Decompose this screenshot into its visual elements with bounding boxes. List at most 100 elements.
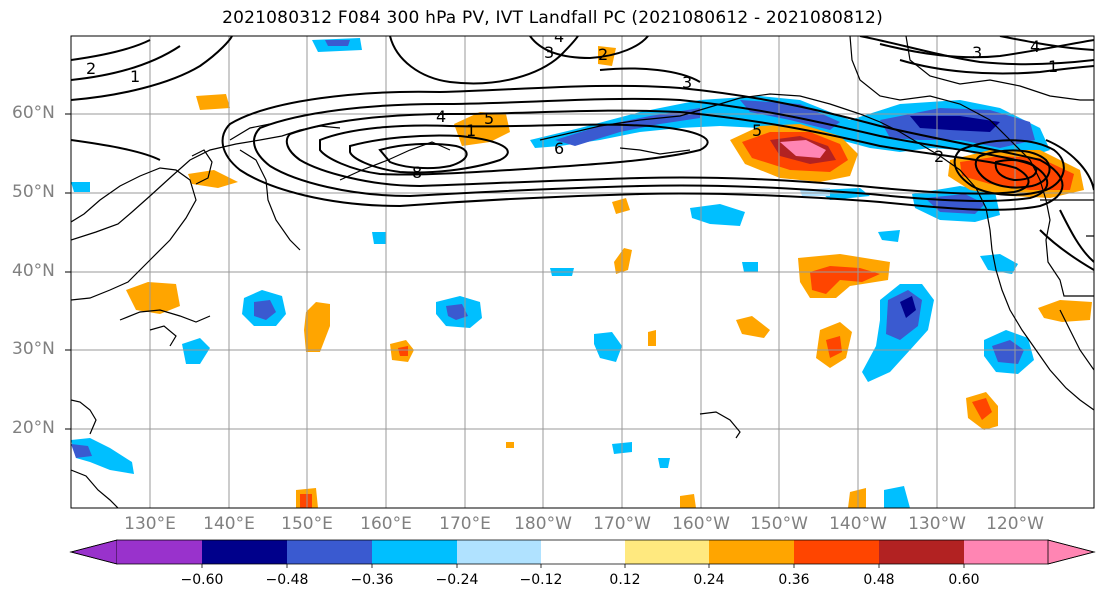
positive-anomaly-patch <box>126 282 180 314</box>
lon-label: 160°W <box>672 514 730 534</box>
colorbar <box>69 539 1096 568</box>
positive-anomaly-patch <box>810 266 880 294</box>
negative-anomaly-patch <box>594 332 622 362</box>
contour-label: 4 <box>436 107 446 126</box>
negative-anomaly-patch <box>71 444 92 458</box>
lon-label: 150°W <box>750 514 808 534</box>
contour-label: 5 <box>752 121 762 140</box>
colorbar-bin <box>457 540 541 564</box>
contour-label: 2 <box>598 45 608 64</box>
colorbar-label: 0.36 <box>778 572 810 588</box>
contour-label: 1 <box>1048 57 1058 76</box>
contour-label: 5 <box>484 109 494 128</box>
colorbar-bin <box>117 540 202 564</box>
colorbar-label: −0.12 <box>519 572 563 588</box>
negative-anomaly-patch <box>740 100 840 130</box>
negative-anomaly-patch <box>742 262 758 272</box>
negative-anomaly-patch <box>900 296 916 318</box>
negative-anomaly-patch <box>878 230 900 242</box>
negative-anomaly-patch <box>372 232 386 244</box>
positive-anomaly-patch <box>196 94 230 110</box>
colorbar-label: −0.36 <box>350 572 394 588</box>
negative-anomaly-patch <box>910 116 1000 132</box>
positive-anomaly-patch <box>398 346 408 356</box>
lat-label: 30°N <box>12 339 55 359</box>
positive-anomaly-patch <box>1038 300 1092 322</box>
colorbar-bin <box>794 540 879 564</box>
negative-anomaly-patch <box>182 338 210 364</box>
lat-lon-grid <box>71 36 1094 508</box>
contour-label: 4 <box>554 27 564 46</box>
colorbar-extend-low <box>69 539 118 565</box>
colorbar-label: −0.48 <box>265 572 309 588</box>
negative-anomaly-patch <box>325 40 350 46</box>
contour-label: 6 <box>554 139 564 158</box>
positive-anomaly-patch <box>506 442 514 448</box>
colorbar-label: −0.24 <box>435 572 479 588</box>
negative-anomaly-patch <box>254 300 276 320</box>
positive-anomaly-patch <box>454 112 510 146</box>
lon-label: 140°W <box>829 514 887 534</box>
contour-label: 2 <box>934 147 944 166</box>
colorbar-bin <box>879 540 964 564</box>
colorbar-label: 0.60 <box>948 572 980 588</box>
positive-anomaly-patch <box>648 330 656 346</box>
negative-anomaly-patch <box>980 254 1018 274</box>
positive-anomaly-patch <box>612 198 630 214</box>
colorbar-bin <box>202 540 287 564</box>
contour-label: 4 <box>1030 37 1040 56</box>
map-title: 2021080312 F084 300 hPa PV, IVT Landfall… <box>222 8 883 28</box>
colorbar-label: −0.60 <box>180 572 224 588</box>
colorbar-label: 0.12 <box>609 572 641 588</box>
anomaly-shading <box>71 38 1092 508</box>
colorbar-outline <box>69 539 1096 565</box>
lat-label: 40°N <box>12 261 55 281</box>
negative-anomaly-patch <box>992 340 1024 364</box>
colorbar-bin <box>287 540 372 564</box>
contour-label: 8 <box>412 163 422 182</box>
positive-anomaly-patch <box>188 170 238 188</box>
colorbar-label: 0.24 <box>693 572 725 588</box>
lon-label: 130°E <box>124 514 176 534</box>
colorbar-bin <box>541 540 625 564</box>
contour-label: 3 <box>682 73 692 92</box>
positive-anomaly-patch <box>972 398 992 420</box>
positive-anomaly-patch <box>780 140 826 158</box>
lon-label: 140°E <box>203 514 255 534</box>
negative-anomaly-patch <box>71 182 90 192</box>
negative-anomaly-patch <box>446 304 468 320</box>
lon-label: 160°E <box>360 514 412 534</box>
positive-anomaly-patch <box>304 302 330 352</box>
lon-label: 180°W <box>514 514 572 534</box>
lon-label: 120°W <box>986 514 1044 534</box>
positive-anomaly-patch <box>614 248 632 274</box>
positive-anomaly-patch <box>848 488 866 508</box>
colorbar-label: 0.48 <box>863 572 895 588</box>
positive-anomaly-patch <box>300 494 312 508</box>
colorbar-bin <box>372 540 457 564</box>
contour-label: 3 <box>972 43 982 62</box>
positive-anomaly-patch <box>680 494 696 508</box>
positive-anomaly-patch <box>826 336 842 358</box>
contour-label: 3 <box>544 43 554 62</box>
colorbar-bin <box>709 540 794 564</box>
lat-label: 50°N <box>12 182 55 202</box>
negative-anomaly-patch <box>884 486 910 508</box>
lon-label: 150°E <box>281 514 333 534</box>
colorbar-bin <box>625 540 709 564</box>
negative-anomaly-patch <box>658 458 670 468</box>
lon-label: 130°W <box>908 514 966 534</box>
pv-contours <box>71 36 1094 271</box>
positive-anomaly-patch <box>736 316 770 338</box>
contour-label: 1 <box>130 67 140 86</box>
contour-label: 1 <box>466 121 476 140</box>
colorbar-bin <box>964 540 1048 564</box>
lat-label: 20°N <box>12 418 55 438</box>
contour-label: 2 <box>86 59 96 78</box>
negative-anomaly-patch <box>690 204 745 226</box>
map-area: 2 1 3 4 2 3 1 4 5 6 8 5 4 3 2 1 <box>71 27 1094 508</box>
lat-ticks <box>65 113 71 430</box>
lat-label: 60°N <box>12 103 55 123</box>
lon-label: 170°E <box>439 514 491 534</box>
